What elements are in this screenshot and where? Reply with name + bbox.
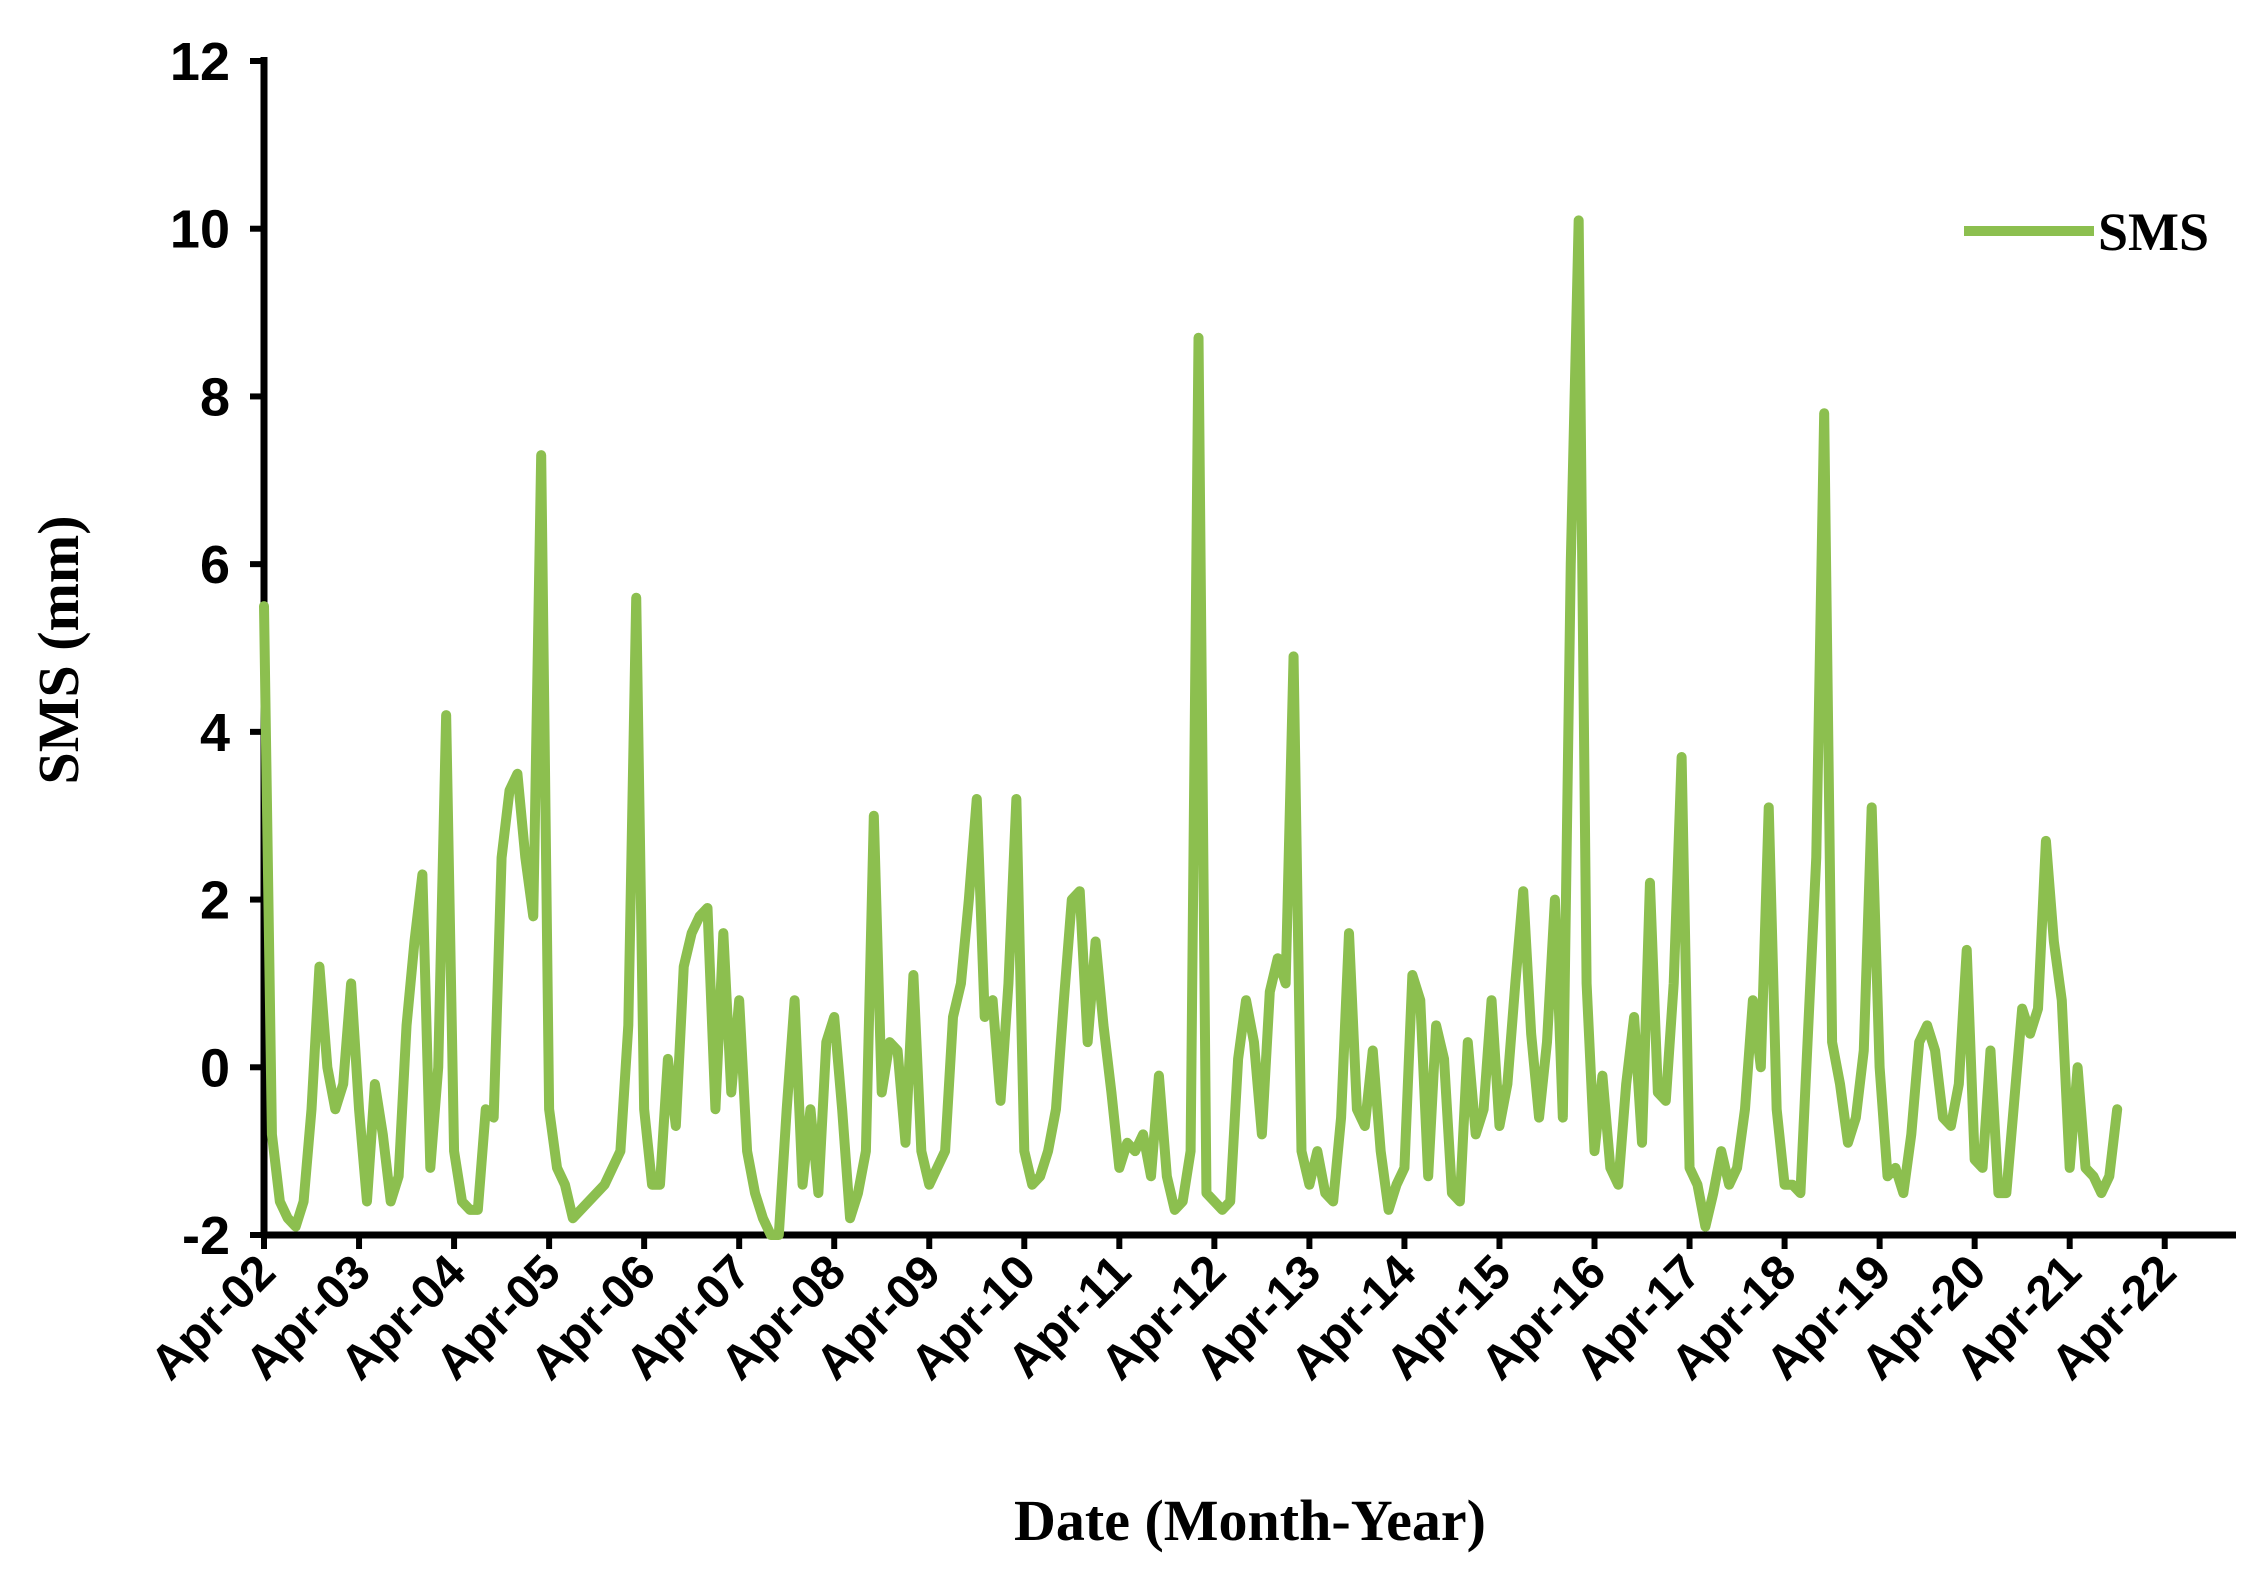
- y-tick-label: 12: [170, 32, 230, 92]
- y-axis-title: SMS (mm): [26, 515, 91, 784]
- y-tick-label: 4: [200, 703, 230, 763]
- y-tick-label: 6: [200, 535, 230, 595]
- y-tick-label: 2: [200, 871, 230, 931]
- y-tick-label: 0: [200, 1038, 230, 1098]
- data-line: [259, 215, 2123, 1240]
- y-tick-label: 10: [170, 200, 230, 260]
- y-tick-label: 8: [200, 367, 230, 427]
- x-axis-title: Date (Month-Year): [1014, 1488, 1486, 1553]
- legend-label: SMS: [2098, 202, 2209, 262]
- y-tick-label: -2: [182, 1206, 230, 1266]
